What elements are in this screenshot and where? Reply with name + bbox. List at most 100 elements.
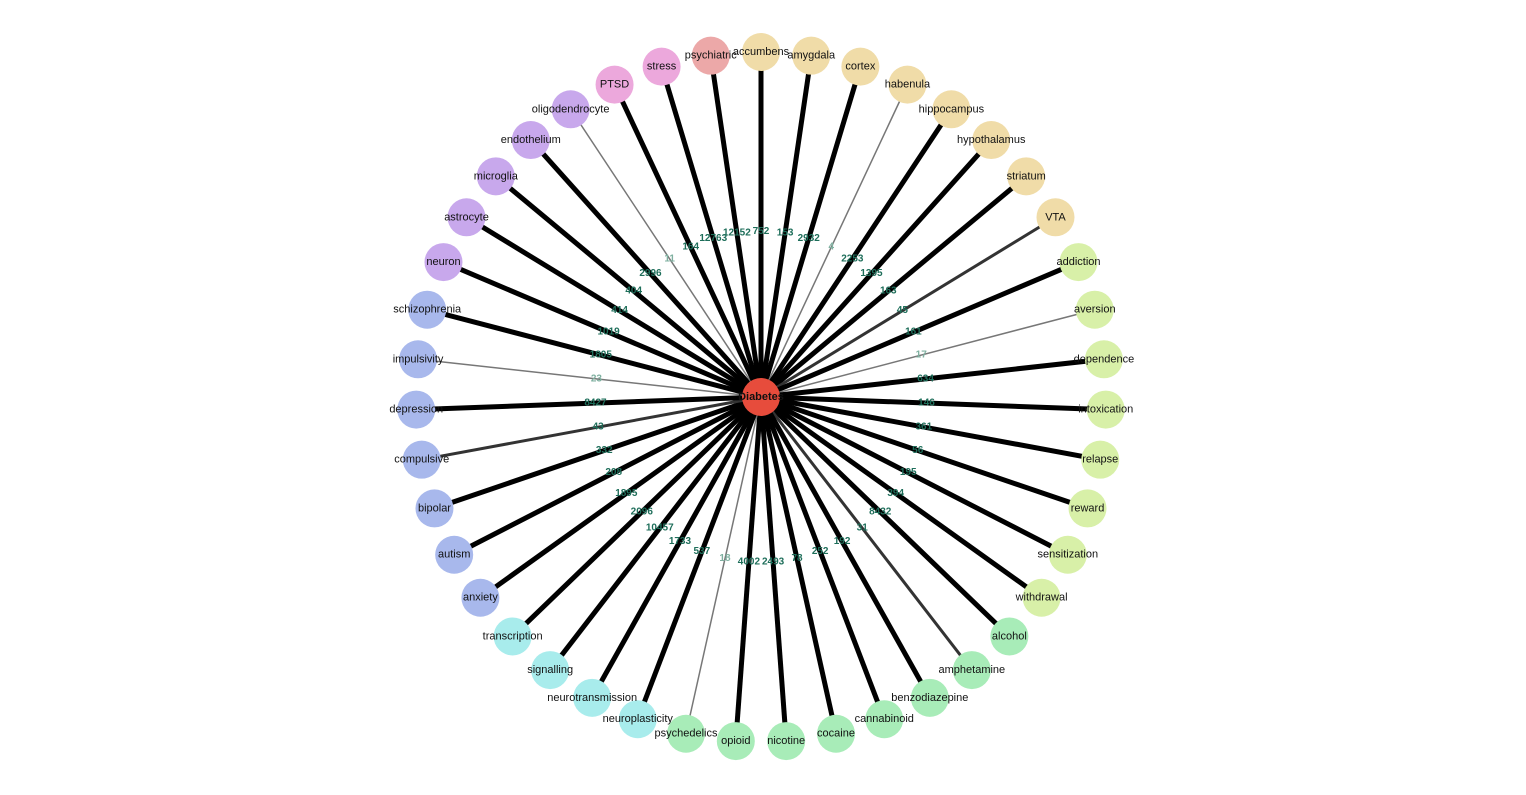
node-circle-striatum[interactable] <box>1007 157 1046 196</box>
node-depression[interactable]: depression <box>389 390 443 429</box>
node-amphetamine[interactable]: amphetamine <box>939 651 1006 690</box>
node-circle-impulsivity[interactable] <box>399 340 438 379</box>
node-transcription[interactable]: transcription <box>483 617 543 656</box>
node-neuroplasticity[interactable]: neuroplasticity <box>603 700 674 739</box>
node-benzodiazepine[interactable]: benzodiazepine <box>891 678 968 717</box>
node-circle-opioid[interactable] <box>716 722 755 761</box>
node-circle-bipolar[interactable] <box>415 489 454 528</box>
node-circle-cortex[interactable] <box>841 47 880 86</box>
node-habenula[interactable]: habenula <box>885 65 931 104</box>
node-circle-neuron[interactable] <box>424 243 463 282</box>
node-circle-dependence[interactable] <box>1084 340 1123 379</box>
edge-label-depression: 8427 <box>584 398 607 409</box>
node-circle-reward[interactable] <box>1068 489 1107 528</box>
node-circle-endothelium[interactable] <box>511 121 550 160</box>
edge-endothelium <box>528 138 763 399</box>
node-circle-intoxication[interactable] <box>1086 390 1125 429</box>
node-circle-stress[interactable] <box>642 47 681 86</box>
node-circle-anxiety[interactable] <box>461 578 500 617</box>
node-circle-ptsd[interactable] <box>595 65 634 104</box>
node-intoxication[interactable]: intoxication <box>1078 390 1133 429</box>
node-circle-vta[interactable] <box>1036 198 1075 237</box>
edge-amygdala <box>758 55 814 398</box>
node-circle-neurotransmission[interactable] <box>573 678 612 717</box>
node-psychiatric[interactable]: psychiatric <box>685 36 737 75</box>
node-circle-accumbens[interactable] <box>742 33 780 71</box>
node-alcohol[interactable]: alcohol <box>990 617 1029 656</box>
edge-label-cocaine: 78 <box>791 553 803 564</box>
node-circle-habenula[interactable] <box>888 65 927 104</box>
node-circle-astrocyte[interactable] <box>447 198 486 237</box>
node-circle-neuroplasticity[interactable] <box>618 700 657 739</box>
node-circle-aversion[interactable] <box>1075 290 1114 329</box>
node-stress[interactable]: stress <box>642 47 681 86</box>
node-astrocyte[interactable]: astrocyte <box>444 198 489 237</box>
node-amygdala[interactable]: amygdala <box>787 36 836 75</box>
node-circle-addiction[interactable] <box>1059 243 1098 282</box>
node-circle-benzodiazepine[interactable] <box>910 678 949 717</box>
node-striatum[interactable]: striatum <box>1007 157 1046 196</box>
node-ptsd[interactable]: PTSD <box>595 65 634 104</box>
node-label-habenula: habenula <box>885 79 931 91</box>
node-hippocampus[interactable]: hippocampus <box>919 90 985 129</box>
node-circle-transcription[interactable] <box>493 617 532 656</box>
node-autism[interactable]: autism <box>435 535 474 574</box>
node-oligodendrocyte[interactable]: oligodendrocyte <box>532 90 610 129</box>
node-reward[interactable]: reward <box>1068 489 1107 528</box>
node-circle-withdrawal[interactable] <box>1022 578 1061 617</box>
edge-anxiety <box>478 394 763 600</box>
node-label-hypothalamus: hypothalamus <box>957 134 1026 146</box>
node-circle-psychedelics[interactable] <box>666 714 705 753</box>
node-circle-alcohol[interactable] <box>990 617 1029 656</box>
node-nicotine[interactable]: nicotine <box>767 722 806 761</box>
node-microglia[interactable]: microglia <box>474 157 519 196</box>
node-psychedelics[interactable]: psychedelics <box>654 714 718 753</box>
node-circle-depression[interactable] <box>397 390 436 429</box>
node-circle-microglia[interactable] <box>476 157 515 196</box>
node-circle-amphetamine[interactable] <box>952 651 991 690</box>
edge-neurotransmission <box>589 395 764 700</box>
node-circle-cannabinoid[interactable] <box>865 700 904 739</box>
node-withdrawal[interactable]: withdrawal <box>1015 578 1068 617</box>
center-node-circle[interactable] <box>742 378 780 416</box>
center-node[interactable]: Diabetes <box>738 378 784 416</box>
node-compulsive[interactable]: compulsive <box>394 440 449 479</box>
node-circle-oligodendrocyte[interactable] <box>551 90 590 129</box>
node-circle-autism[interactable] <box>435 535 474 574</box>
node-hypothalamus[interactable]: hypothalamus <box>957 121 1026 160</box>
node-cortex[interactable]: cortex <box>841 47 880 86</box>
node-accumbens[interactable]: accumbens <box>733 33 790 71</box>
node-anxiety[interactable]: anxiety <box>461 578 500 617</box>
node-circle-compulsive[interactable] <box>402 440 441 479</box>
node-circle-signalling[interactable] <box>531 651 570 690</box>
node-cannabinoid[interactable]: cannabinoid <box>855 700 914 739</box>
node-relapse[interactable]: relapse <box>1081 440 1120 479</box>
node-opioid[interactable]: opioid <box>716 722 755 761</box>
node-circle-relapse[interactable] <box>1081 440 1120 479</box>
node-circle-nicotine[interactable] <box>767 722 806 761</box>
node-circle-sensitization[interactable] <box>1048 535 1087 574</box>
node-neurotransmission[interactable]: neurotransmission <box>547 678 637 717</box>
node-circle-schizophrenia[interactable] <box>408 290 447 329</box>
node-neuron[interactable]: neuron <box>424 243 463 282</box>
node-addiction[interactable]: addiction <box>1056 243 1101 282</box>
node-aversion[interactable]: aversion <box>1074 290 1116 329</box>
node-cocaine[interactable]: cocaine <box>817 714 856 753</box>
node-label-intoxication: intoxication <box>1078 404 1133 416</box>
node-signalling[interactable]: signalling <box>527 651 573 690</box>
node-circle-cocaine[interactable] <box>817 714 856 753</box>
node-impulsivity[interactable]: impulsivity <box>393 340 444 379</box>
node-circle-psychiatric[interactable] <box>691 36 730 75</box>
node-endothelium[interactable]: endothelium <box>501 121 561 160</box>
node-dependence[interactable]: dependence <box>1074 340 1135 379</box>
node-bipolar[interactable]: bipolar <box>415 489 454 528</box>
node-label-psychiatric: psychiatric <box>685 50 737 62</box>
node-circle-hippocampus[interactable] <box>932 90 971 129</box>
node-sensitization[interactable]: sensitization <box>1038 535 1099 574</box>
node-vta[interactable]: VTA <box>1036 198 1075 237</box>
edge-label-autism: 208 <box>605 467 622 478</box>
node-circle-hypothalamus[interactable] <box>972 121 1011 160</box>
node-circle-amygdala[interactable] <box>792 36 831 75</box>
node-label-oligodendrocyte: oligodendrocyte <box>532 103 610 115</box>
node-schizophrenia[interactable]: schizophrenia <box>393 290 462 329</box>
